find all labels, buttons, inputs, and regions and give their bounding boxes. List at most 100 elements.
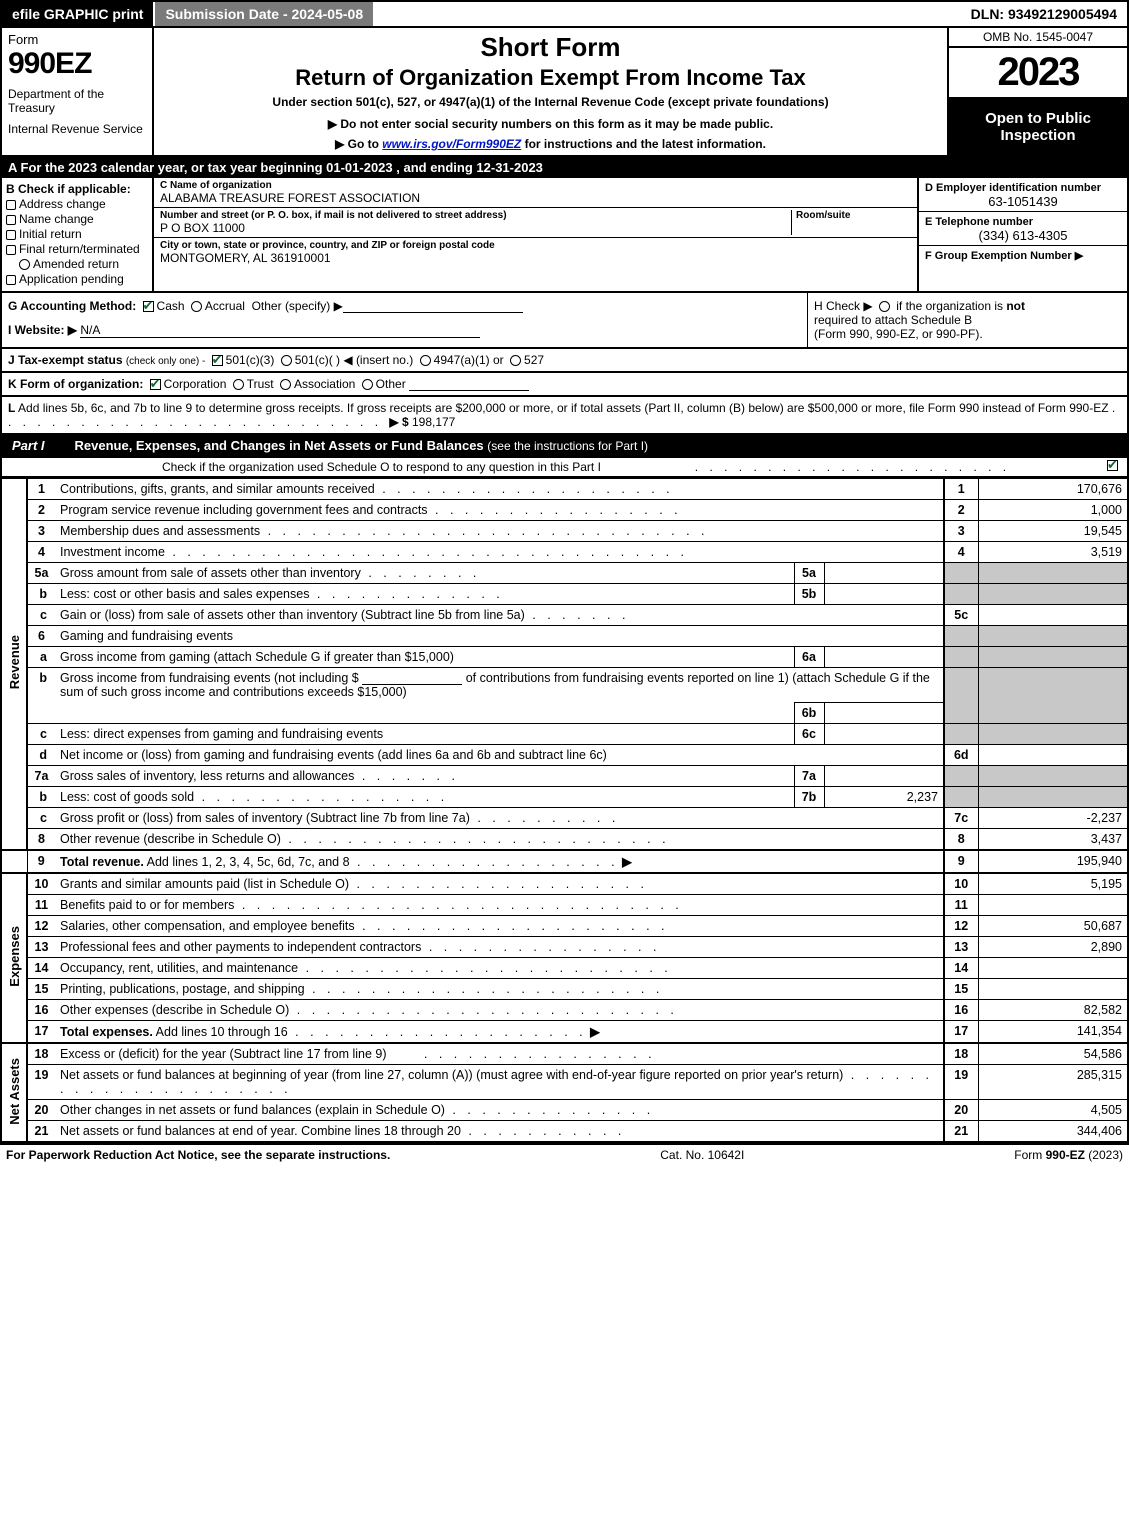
- mid-amount: [824, 647, 944, 668]
- k-other-radio[interactable]: [362, 379, 373, 390]
- accrual-radio[interactable]: [191, 301, 202, 312]
- dots: . . . . . . .: [525, 608, 630, 622]
- chk-address[interactable]: Address change: [6, 197, 148, 211]
- line-num: 9: [27, 850, 55, 873]
- form-meta-block: OMB No. 1545-0047 2023 Open to Public In…: [947, 28, 1127, 155]
- efile-label[interactable]: efile GRAPHIC print: [2, 2, 155, 26]
- mid-amount: 2,237: [824, 787, 944, 808]
- footer-right-prefix: Form: [1014, 1148, 1045, 1162]
- k-trust-radio[interactable]: [233, 379, 244, 390]
- line-amount: [978, 605, 1128, 626]
- dots: . . . . . . . . . . . . . . . .: [387, 1047, 656, 1061]
- line-desc: Grants and similar amounts paid (list in…: [55, 873, 944, 895]
- h-radio[interactable]: [879, 301, 890, 312]
- chk-amended[interactable]: Amended return: [6, 257, 148, 271]
- line-7a: 7a Gross sales of inventory, less return…: [1, 766, 1128, 787]
- line-desc: Gross amount from sale of assets other t…: [55, 563, 794, 584]
- section-g-i: G Accounting Method: Cash Accrual Other …: [2, 293, 807, 347]
- desc-text: Other changes in net assets or fund bala…: [60, 1103, 445, 1117]
- part1-table: Revenue 1 Contributions, gifts, grants, …: [0, 478, 1129, 1143]
- line-desc: Contributions, gifts, grants, and simila…: [55, 479, 944, 500]
- line-num: 4: [27, 542, 55, 563]
- org-name-label: C Name of organization: [160, 180, 911, 191]
- line-amount: 3,437: [978, 829, 1128, 851]
- g-label: G Accounting Method:: [8, 299, 136, 313]
- k-other: Other: [376, 377, 406, 391]
- j-4947-radio[interactable]: [420, 355, 431, 366]
- chk-pending[interactable]: Application pending: [6, 272, 148, 286]
- line-ref: 3: [944, 521, 978, 542]
- other-specify-line[interactable]: [343, 301, 523, 313]
- omb-number: OMB No. 1545-0047: [949, 28, 1127, 48]
- ein-label: D Employer identification number: [925, 182, 1101, 194]
- cash-checkbox[interactable]: [143, 301, 154, 312]
- line-amount: 54,586: [978, 1043, 1128, 1065]
- k-corp-check[interactable]: [150, 379, 161, 390]
- line-ref: 21: [944, 1121, 978, 1143]
- irs-link[interactable]: www.irs.gov/Form990EZ: [382, 137, 521, 151]
- k-assoc-radio[interactable]: [280, 379, 291, 390]
- contrib-blank[interactable]: [362, 673, 462, 685]
- line-16: 16 Other expenses (describe in Schedule …: [1, 1000, 1128, 1021]
- form-year: 2023: [949, 48, 1127, 99]
- ein-value: 63-1051439: [925, 194, 1121, 209]
- chk-label: Amended return: [33, 257, 119, 271]
- line-ref-shade: [944, 724, 978, 745]
- j-501c-radio[interactable]: [281, 355, 292, 366]
- city-label: City or town, state or province, country…: [160, 240, 911, 251]
- part1-title-text: Revenue, Expenses, and Changes in Net As…: [75, 438, 484, 453]
- form-code: 990EZ: [8, 47, 146, 81]
- j-527-radio[interactable]: [510, 355, 521, 366]
- org-name-row: C Name of organization ALABAMA TREASURE …: [154, 178, 917, 208]
- line-desc: Other revenue (describe in Schedule O) .…: [55, 829, 944, 851]
- l-value: 198,177: [412, 415, 455, 429]
- line-6b: b Gross income from fundraising events (…: [1, 668, 1128, 703]
- line-num: b: [27, 668, 55, 724]
- line-ref: 20: [944, 1100, 978, 1121]
- desc-text: Benefits paid to or for members: [60, 898, 234, 912]
- line-desc: Gain or (loss) from sale of assets other…: [55, 605, 944, 626]
- h-not: not: [1006, 299, 1025, 313]
- desc-text: Gain or (loss) from sale of assets other…: [60, 608, 525, 622]
- line-ref: 19: [944, 1065, 978, 1100]
- checkbox-icon: [6, 230, 16, 240]
- line-amount: 3,519: [978, 542, 1128, 563]
- j-sub: (check only one) -: [126, 356, 205, 367]
- section-b: B Check if applicable: Address change Na…: [2, 178, 154, 291]
- part1-checkbox[interactable]: [1107, 460, 1118, 471]
- line-9: 9 Total revenue. Add lines 1, 2, 3, 4, 5…: [1, 850, 1128, 873]
- cash-label: Cash: [157, 299, 185, 313]
- group-exemption-label: F Group Exemption Number ▶: [925, 250, 1083, 262]
- chk-name[interactable]: Name change: [6, 212, 148, 226]
- top-bar-left: efile GRAPHIC print Submission Date - 20…: [2, 2, 375, 26]
- chk-final[interactable]: Final return/terminated: [6, 242, 148, 256]
- line-num: 6: [27, 626, 55, 647]
- chk-initial[interactable]: Initial return: [6, 227, 148, 241]
- line-5c: c Gain or (loss) from sale of assets oth…: [1, 605, 1128, 626]
- line-amount-shade: [978, 647, 1128, 668]
- part1-check-text: Check if the organization used Schedule …: [162, 460, 601, 474]
- desc-text: Salaries, other compensation, and employ…: [60, 919, 355, 933]
- line-num: c: [27, 808, 55, 829]
- line-amount: 170,676: [978, 479, 1128, 500]
- k-other-line[interactable]: [409, 379, 529, 391]
- line-num: 10: [27, 873, 55, 895]
- line-amount: 82,582: [978, 1000, 1128, 1021]
- line-10: Expenses 10 Grants and similar amounts p…: [1, 873, 1128, 895]
- section-e: E Telephone number (334) 613-4305: [919, 212, 1127, 246]
- line-6c: c Less: direct expenses from gaming and …: [1, 724, 1128, 745]
- line-desc: Less: cost or other basis and sales expe…: [55, 584, 794, 605]
- desc-text: Investment income: [60, 545, 165, 559]
- line-14: 14 Occupancy, rent, utilities, and maint…: [1, 958, 1128, 979]
- go-to-line: ▶ Go to www.irs.gov/Form990EZ for instru…: [162, 137, 939, 151]
- section-l: L Add lines 5b, 6c, and 7b to line 9 to …: [0, 397, 1129, 435]
- line-amount: 344,406: [978, 1121, 1128, 1143]
- line-amount: 141,354: [978, 1021, 1128, 1044]
- j-501c3-check[interactable]: [212, 355, 223, 366]
- dots: . . . . . . . . . . . . . .: [445, 1103, 654, 1117]
- line-desc: Gross income from fundraising events (no…: [55, 668, 944, 703]
- line-desc: Less: direct expenses from gaming and fu…: [55, 724, 794, 745]
- part1-check-row: Check if the organization used Schedule …: [0, 458, 1129, 478]
- line-6: 6 Gaming and fundraising events: [1, 626, 1128, 647]
- line-amount-shade: [978, 668, 1128, 724]
